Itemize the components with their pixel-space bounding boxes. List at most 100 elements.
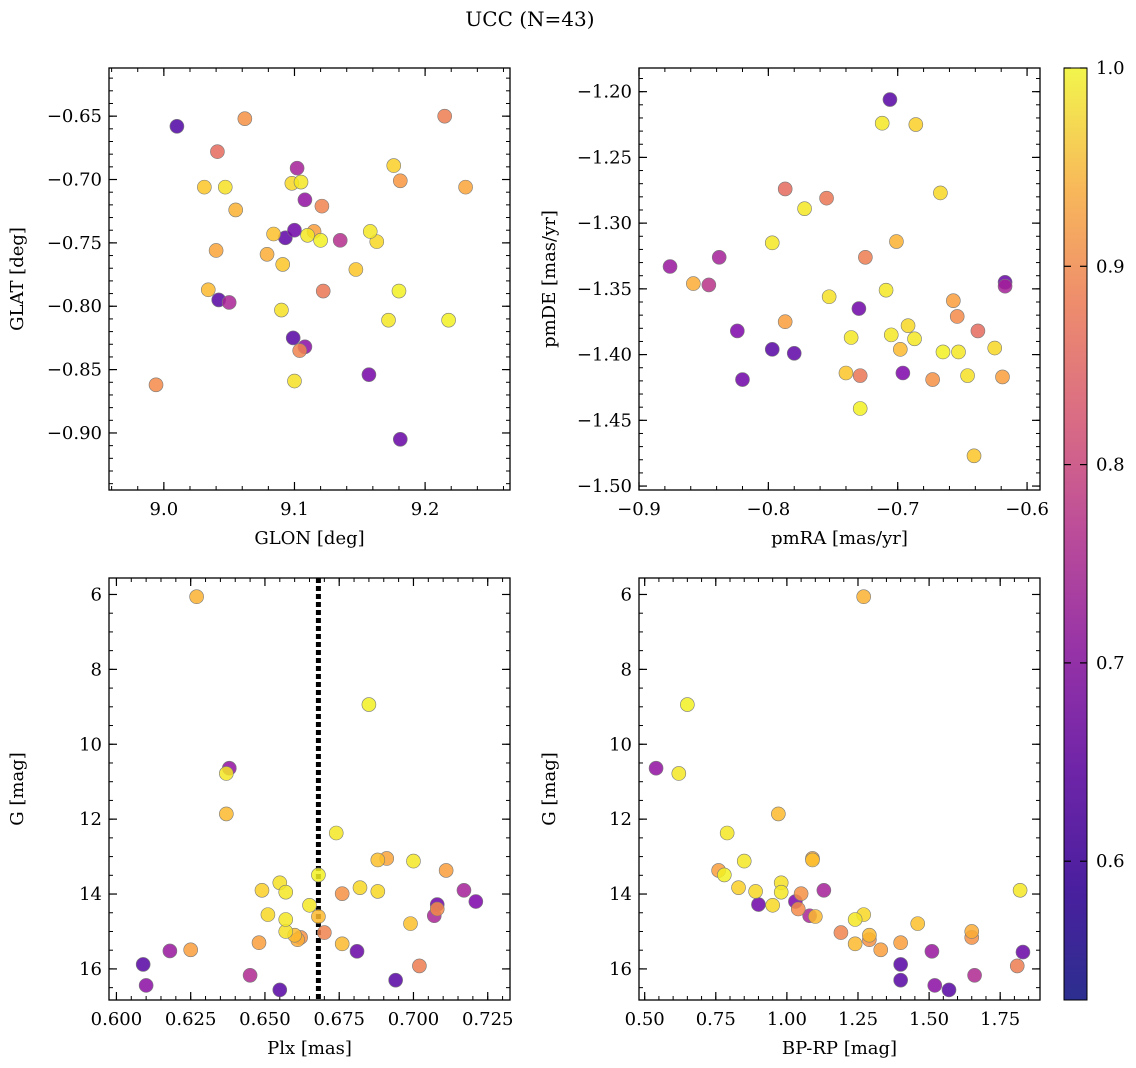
colorbar: 0.6 0.7 0.8 0.9 1.0 bbox=[1063, 58, 1125, 1001]
scatter-point bbox=[883, 327, 899, 343]
scatter-point bbox=[793, 886, 809, 901]
scatter-point bbox=[893, 935, 908, 951]
scatter-point bbox=[701, 277, 717, 293]
scatter-point bbox=[933, 185, 948, 201]
scatter-point bbox=[925, 372, 940, 387]
scatter-point bbox=[717, 867, 732, 883]
x-tick-label: 9.2 bbox=[411, 499, 440, 520]
scatter-point bbox=[403, 916, 418, 931]
scatter-point bbox=[189, 589, 204, 605]
scatter-point bbox=[334, 936, 350, 952]
scatter-point bbox=[468, 894, 484, 909]
y-tick-label: 6 bbox=[621, 584, 632, 605]
scatter-point bbox=[852, 401, 868, 416]
y-tick-label: 12 bbox=[609, 809, 632, 830]
scatter-point bbox=[751, 897, 766, 912]
scatter-point bbox=[777, 181, 793, 197]
scatter-point bbox=[361, 367, 377, 382]
scatter-point bbox=[392, 173, 408, 189]
scatter-point bbox=[790, 901, 806, 917]
x-tick-label: 0.650 bbox=[239, 1009, 291, 1030]
scatter-point bbox=[458, 179, 473, 195]
scatter-point bbox=[328, 825, 344, 841]
scatter-point bbox=[874, 115, 890, 131]
y-tick-label: 16 bbox=[79, 959, 102, 980]
y-tick-label: −0.90 bbox=[47, 423, 102, 444]
x-tick-label: 0.700 bbox=[388, 1009, 440, 1030]
x-tick-label: 0.625 bbox=[165, 1009, 217, 1030]
scatter-point bbox=[777, 314, 793, 330]
scatter-point bbox=[334, 886, 350, 901]
scatter-point bbox=[138, 978, 154, 993]
scatter-point bbox=[219, 766, 234, 781]
scatter-point bbox=[314, 198, 330, 214]
x-tick-label: 0.75 bbox=[696, 1009, 736, 1030]
x-tick-label: 1.25 bbox=[838, 1009, 878, 1030]
scatter-point bbox=[686, 276, 701, 291]
scatter-point bbox=[412, 958, 427, 974]
y-tick-label: −1.30 bbox=[577, 213, 632, 234]
scatter-point bbox=[162, 943, 178, 959]
x-tick-label: −0.6 bbox=[1005, 499, 1049, 520]
y-axis-label: G [mag] bbox=[7, 752, 28, 825]
scatter-point bbox=[219, 806, 234, 822]
y-tick-label: −0.70 bbox=[47, 170, 102, 191]
scatter-point bbox=[808, 909, 823, 924]
scatter-point bbox=[287, 373, 302, 389]
scatter-point bbox=[437, 108, 452, 124]
scatter-point bbox=[208, 243, 224, 258]
scatter-point bbox=[719, 825, 735, 841]
scatter-point bbox=[964, 924, 980, 939]
scatter-point bbox=[847, 936, 863, 952]
y-tick-label: 10 bbox=[79, 734, 102, 755]
scatter-point bbox=[892, 342, 908, 357]
scatter-point bbox=[997, 278, 1013, 294]
panel-plx-g: 0.600 0.625 0.650 0.675 0.700 0.725 6 8 10 12 14 16… bbox=[7, 577, 514, 1059]
scatter-point bbox=[221, 295, 237, 310]
y-tick-label: 10 bbox=[609, 734, 632, 755]
scatter-point bbox=[1012, 882, 1028, 898]
scatter-point bbox=[352, 880, 368, 895]
colorbar-tick-label: 0.7 bbox=[1096, 653, 1125, 674]
scatter-point bbox=[315, 283, 331, 299]
colorbar-tick-label: 0.8 bbox=[1096, 455, 1125, 476]
scatter-point bbox=[730, 323, 745, 339]
scatter-point bbox=[967, 967, 982, 983]
x-tick-label: 0.600 bbox=[91, 1009, 143, 1030]
scatter-point bbox=[228, 202, 244, 218]
scatter-point bbox=[148, 377, 164, 393]
scatter-point bbox=[292, 343, 308, 358]
colorbar-tick-label: 1.0 bbox=[1096, 58, 1125, 79]
y-tick-label: 6 bbox=[91, 584, 102, 605]
scatter-point bbox=[278, 912, 294, 927]
scatter-point bbox=[878, 282, 894, 298]
scatter-point bbox=[946, 293, 961, 308]
scatter-point bbox=[317, 925, 332, 940]
scatter-point bbox=[856, 589, 871, 605]
scatter-point bbox=[889, 234, 904, 249]
axes-frame bbox=[638, 67, 1041, 491]
colorbar-tick-label: 0.9 bbox=[1096, 256, 1125, 277]
scatter-point bbox=[970, 323, 986, 339]
x-tick-label: −0.8 bbox=[746, 499, 790, 520]
x-tick-label: 0.725 bbox=[462, 1009, 514, 1030]
scatter-points bbox=[148, 108, 473, 447]
x-axis-label: GLON [deg] bbox=[254, 528, 364, 549]
x-tick-label: 1.50 bbox=[909, 1009, 949, 1030]
x-tick-label: 9.0 bbox=[150, 499, 179, 520]
x-tick-label: 1.00 bbox=[767, 1009, 807, 1030]
scatter-point bbox=[237, 111, 253, 126]
scatter-point bbox=[135, 957, 151, 972]
scatter-points bbox=[648, 589, 1031, 998]
axes-frame bbox=[108, 577, 511, 1001]
scatter-point bbox=[406, 853, 421, 869]
scatter-point bbox=[348, 262, 364, 277]
scatter-point bbox=[711, 250, 727, 265]
scatter-point bbox=[819, 190, 834, 206]
x-axis-label: BP-RP [mag] bbox=[782, 1038, 897, 1059]
x-axis-label: Plx [mas] bbox=[267, 1038, 352, 1059]
scatter-points bbox=[135, 589, 484, 998]
scatter-point bbox=[285, 330, 301, 346]
scatter-point bbox=[736, 853, 752, 869]
scatter-point bbox=[302, 897, 317, 913]
